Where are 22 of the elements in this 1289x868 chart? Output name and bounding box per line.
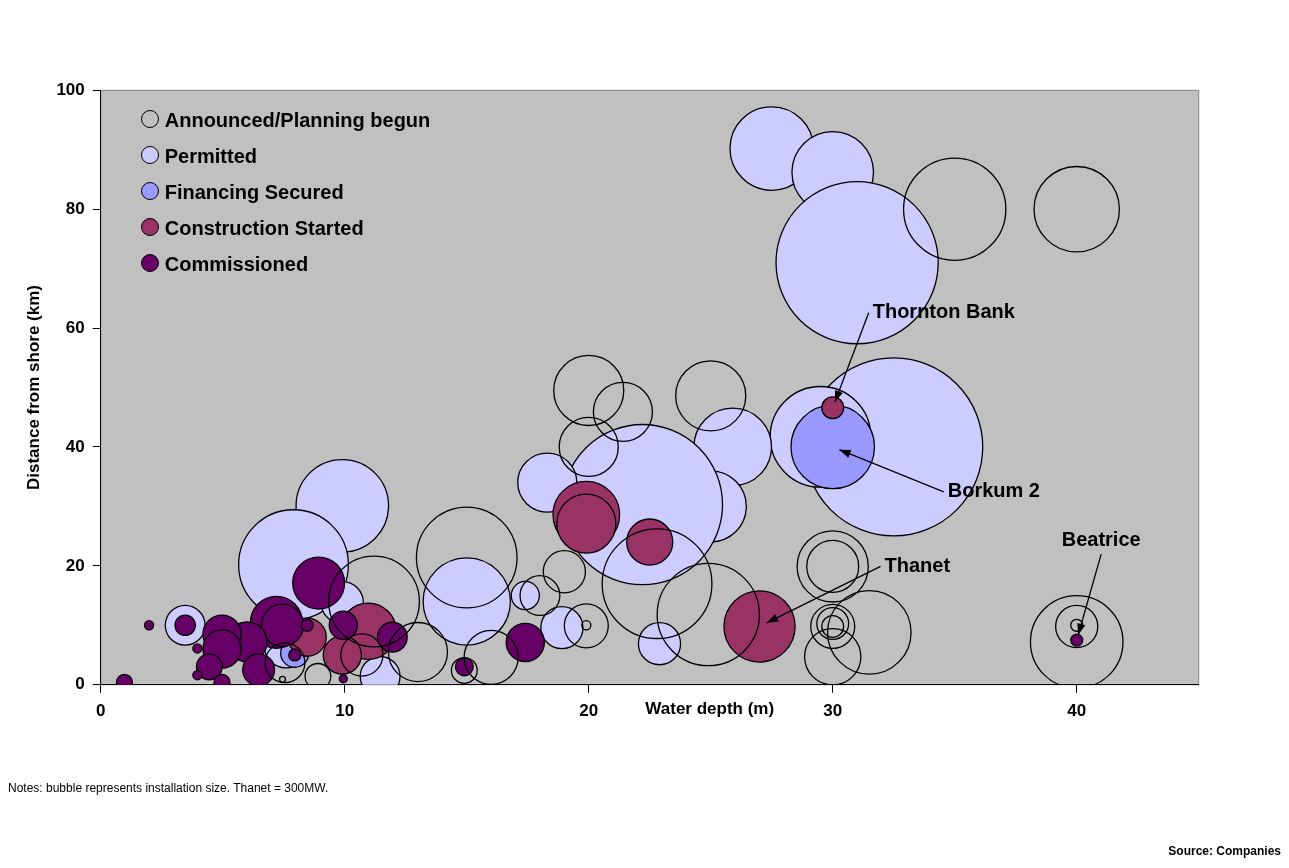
- legend-label: Permitted: [164, 145, 257, 168]
- text: Notes: bubble represents installation size. Thanet = 300MW.: [8, 781, 329, 795]
- y-tick-label: 100: [56, 79, 85, 99]
- source-note: Source: Companies: [1168, 844, 1281, 858]
- y-tick-label: 40: [65, 436, 85, 456]
- y-tick-label: 0: [75, 674, 85, 694]
- legend-label: Commissioned: [164, 253, 309, 276]
- x-tick-label: 20: [579, 700, 599, 720]
- y-tick-label: 60: [65, 317, 85, 337]
- annotation: Beatrice: [1061, 527, 1141, 550]
- y-tick-label: 80: [65, 198, 85, 218]
- legend-label: Financing Secured: [164, 181, 344, 204]
- y-axis-title: Distance from shore (km): [23, 285, 43, 490]
- x-tick-label: 0: [96, 700, 106, 720]
- y-tick-label: 20: [65, 555, 85, 575]
- x-tick-label: 10: [335, 700, 355, 720]
- x-tick-label: 30: [823, 700, 843, 720]
- x-axis-title: Water depth (m): [645, 698, 775, 718]
- x-tick-label: 40: [1067, 700, 1087, 720]
- annotation: Thanet: [884, 553, 951, 576]
- legend-label: Construction Started: [164, 217, 364, 240]
- legend-label: Announced/Planning begun: [164, 109, 431, 132]
